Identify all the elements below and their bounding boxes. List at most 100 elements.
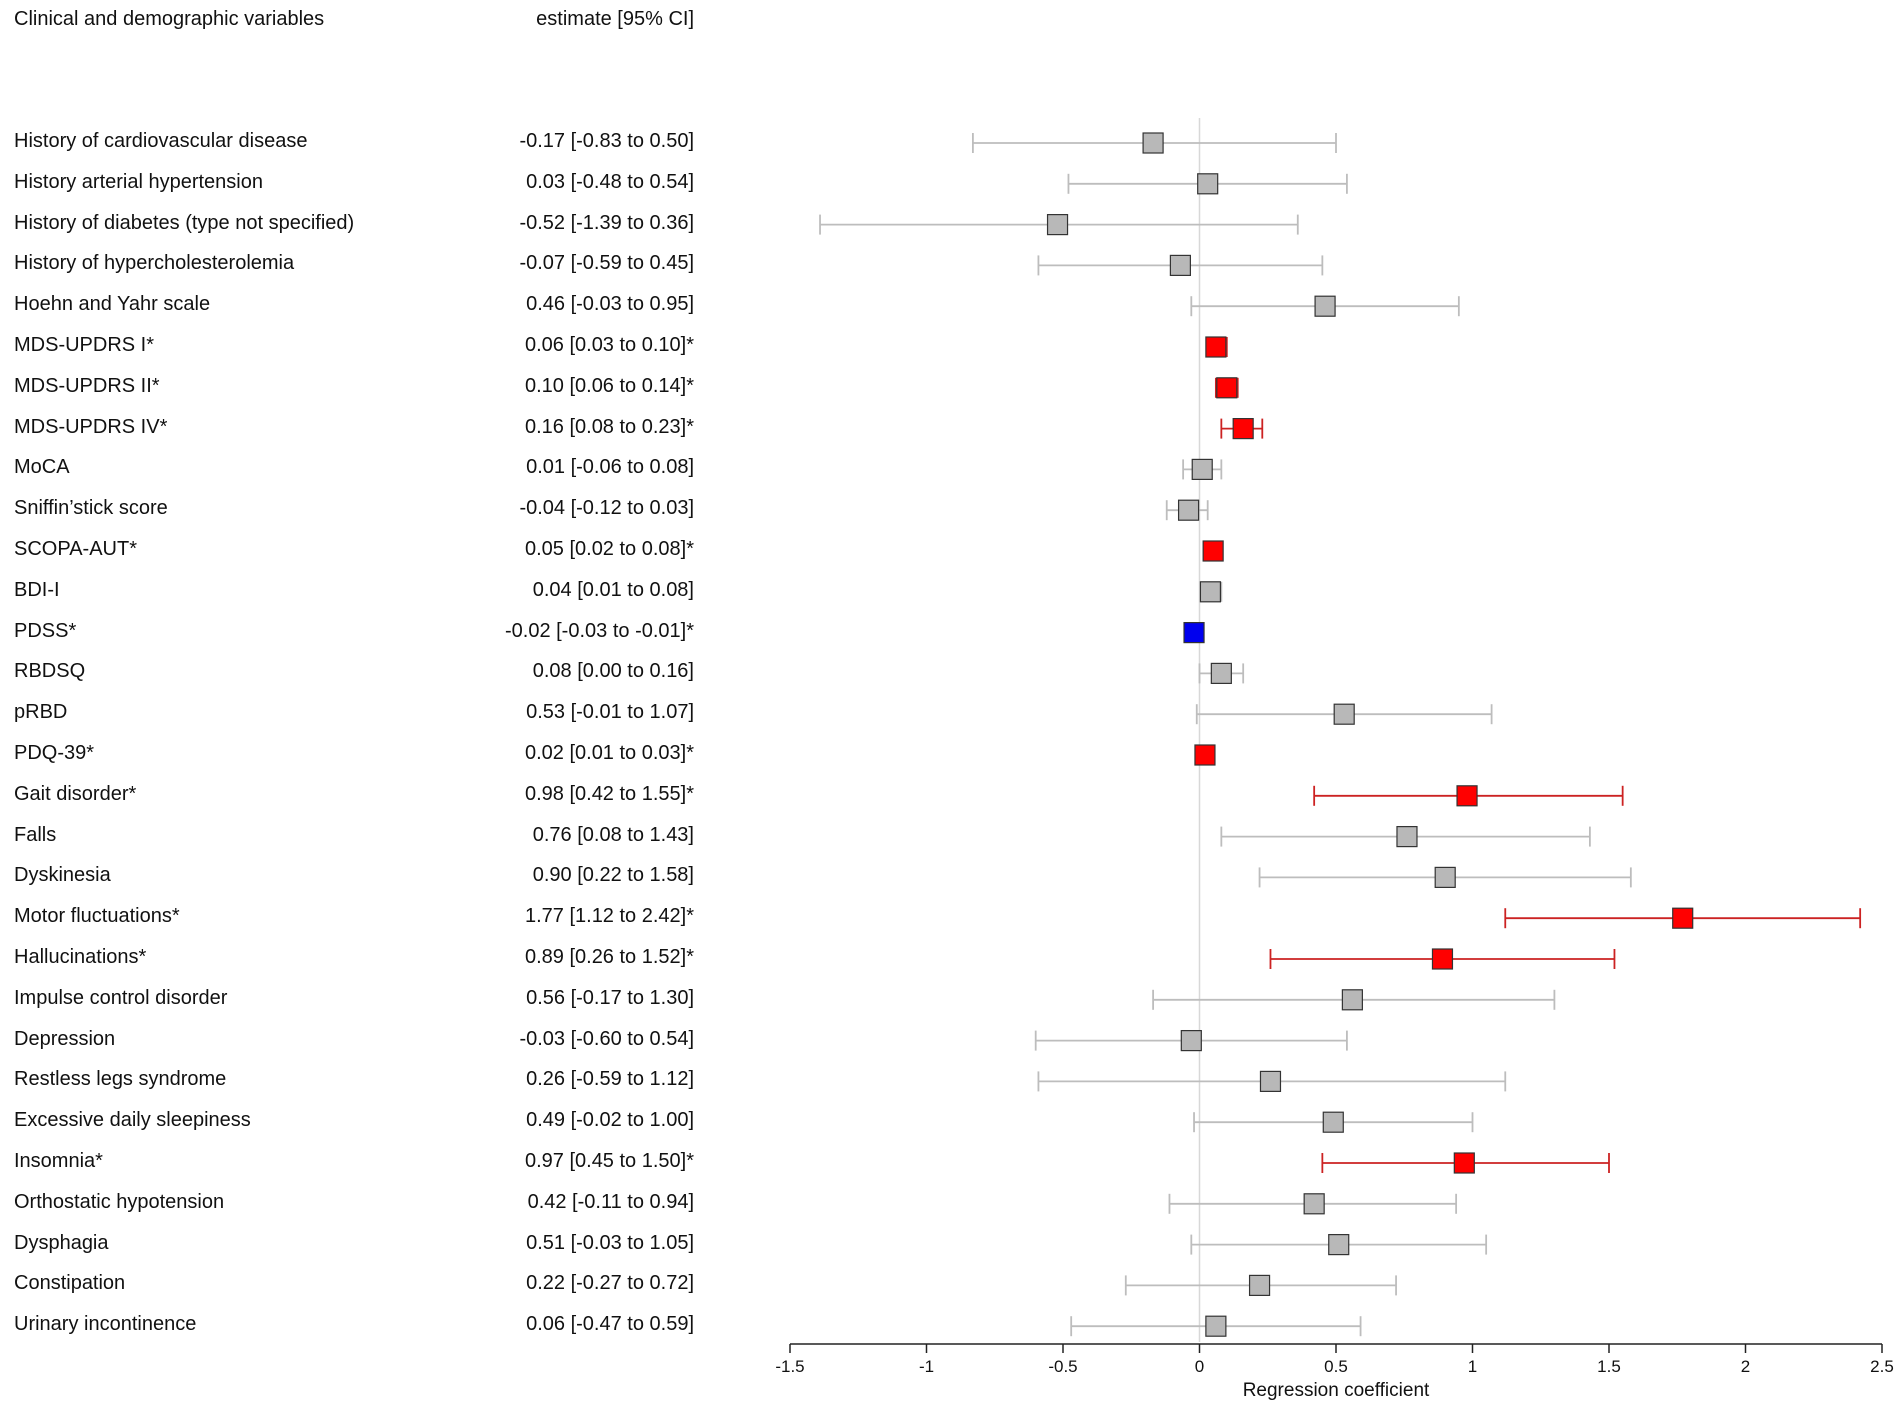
variable-label: Excessive daily sleepiness bbox=[14, 1109, 251, 1132]
variable-label: Constipation bbox=[14, 1272, 126, 1295]
variable-label: BDI-I bbox=[14, 578, 60, 601]
point-estimate-marker bbox=[1322, 1111, 1344, 1133]
estimate-ci-text: 0.01 [-0.06 to 0.08] bbox=[526, 456, 694, 479]
table-row: Dysphagia 0.51 [-0.03 to 1.05] bbox=[0, 1232, 700, 1258]
variable-label: Restless legs syndrome bbox=[14, 1068, 227, 1091]
table-row: Falls 0.76 [0.08 to 1.43] bbox=[0, 824, 700, 850]
variable-label: MDS-UPDRS II* bbox=[14, 374, 160, 397]
variable-label: History of cardiovascular disease bbox=[14, 130, 308, 152]
variable-label: Motor fluctuations* bbox=[14, 905, 180, 928]
table-row: Hallucinations* 0.89 [0.26 to 1.52]* bbox=[0, 946, 700, 972]
variable-label: Insomnia* bbox=[14, 1150, 103, 1172]
x-tick-label: 2.5 bbox=[1870, 1357, 1894, 1376]
point-estimate-marker bbox=[1197, 173, 1219, 195]
variable-label: History of hypercholesterolemia bbox=[14, 252, 295, 275]
variable-label: MDS-UPDRS IV* bbox=[14, 415, 168, 438]
x-tick-label: 1.5 bbox=[1597, 1357, 1621, 1376]
point-estimate-marker bbox=[1205, 1315, 1227, 1337]
point-estimate-marker bbox=[1177, 499, 1200, 521]
table-row: Restless legs syndrome 0.26 [-0.59 to 1.1… bbox=[0, 1068, 700, 1094]
point-estimate-marker bbox=[1672, 907, 1694, 929]
estimate-ci-text: 0.03 [-0.48 to 0.54] bbox=[526, 170, 694, 193]
variable-label: Dyskinesia bbox=[14, 864, 111, 887]
estimate-ci-text: 0.08 [0.00 to 0.16] bbox=[532, 660, 694, 683]
point-estimate-marker bbox=[1431, 948, 1454, 970]
table-row: Insomnia* 0.97 [0.45 to 1.50]* bbox=[0, 1150, 700, 1176]
estimate-ci-text: 0.98 [0.42 to 1.55]* bbox=[524, 782, 694, 805]
point-estimate-marker bbox=[1194, 744, 1216, 766]
table-row: History of hypercholesterolemia -0.07 [-0… bbox=[0, 252, 700, 278]
table-row: Sniffin’stick score -0.04 [-0.12 to 0.03] bbox=[0, 497, 700, 523]
estimate-ci-text: 0.49 [-0.02 to 1.00] bbox=[526, 1109, 694, 1132]
estimate-ci-text: 0.56 [-0.17 to 1.30] bbox=[526, 986, 694, 1009]
table-row: MDS-UPDRS IV* 0.16 [0.08 to 0.23]* bbox=[0, 416, 700, 442]
variable-label: History of diabetes (type not specified) bbox=[14, 211, 355, 234]
variable-label: Hallucinations* bbox=[14, 946, 147, 968]
x-axis-label: Regression coefficient bbox=[1243, 1380, 1430, 1401]
point-estimate-marker bbox=[1183, 621, 1205, 644]
table-row: Excessive daily sleepiness 0.49 [-0.02 to… bbox=[0, 1109, 700, 1135]
estimate-ci-text: 0.42 [-0.11 to 0.94] bbox=[527, 1190, 694, 1213]
estimate-ci-text: -0.02 [-0.03 to -0.01]* bbox=[504, 619, 694, 642]
point-estimate-marker bbox=[1341, 989, 1363, 1011]
variable-label: History arterial hypertension bbox=[14, 170, 263, 193]
variable-label: MDS-UPDRS I* bbox=[14, 334, 155, 356]
table-row: Depression -0.03 [-0.60 to 0.54] bbox=[0, 1028, 700, 1054]
table-row: BDI-I 0.04 [0.01 to 0.08] bbox=[0, 579, 700, 605]
variable-label: PDQ-39* bbox=[14, 742, 95, 764]
point-estimate-marker bbox=[1205, 336, 1227, 358]
point-estimate-marker bbox=[1328, 1233, 1350, 1256]
x-tick-label: -1 bbox=[919, 1357, 934, 1376]
point-estimate-marker bbox=[1456, 785, 1478, 807]
table-row: History of diabetes (type not specified)… bbox=[0, 212, 700, 238]
point-estimate-marker bbox=[1259, 1070, 1282, 1093]
table-row: MDS-UPDRS II* 0.10 [0.06 to 0.14]* bbox=[0, 375, 700, 401]
variable-label: Impulse control disorder bbox=[14, 986, 228, 1009]
variable-label: Urinary incontinence bbox=[14, 1313, 197, 1336]
estimate-ci-text: 0.05 [0.02 to 0.08]* bbox=[524, 538, 694, 560]
x-tick-label: 0 bbox=[1195, 1357, 1204, 1376]
table-row: History of cardiovascular disease -0.17 [… bbox=[0, 130, 700, 156]
table-row: pRBD 0.53 [-0.01 to 1.07] bbox=[0, 701, 700, 727]
variables-column-header: Clinical and demographic variables bbox=[14, 8, 325, 30]
variable-label: Sniffin’stick score bbox=[14, 497, 168, 520]
point-estimate-marker bbox=[1333, 703, 1355, 725]
point-estimate-marker bbox=[1453, 1152, 1475, 1174]
point-estimate-marker bbox=[1232, 418, 1254, 440]
estimate-ci-text: 0.16 [0.08 to 0.23]* bbox=[524, 415, 694, 438]
estimate-ci-text: -0.03 [-0.60 to 0.54] bbox=[519, 1027, 694, 1050]
point-estimate-marker bbox=[1169, 254, 1191, 276]
variable-label: pRBD bbox=[14, 701, 68, 724]
point-estimate-marker bbox=[1303, 1193, 1325, 1215]
point-estimate-marker bbox=[1180, 1029, 1202, 1052]
table-row: MDS-UPDRS I* 0.06 [0.03 to 0.10]* bbox=[0, 334, 700, 360]
x-tick-label: 1 bbox=[1468, 1357, 1477, 1376]
point-estimate-marker bbox=[1210, 662, 1232, 685]
variable-label: SCOPA-AUT* bbox=[14, 538, 137, 560]
estimate-ci-text: -0.17 [-0.83 to 0.50] bbox=[519, 130, 694, 152]
row-labels-table: History of cardiovascular disease -0.17 [… bbox=[0, 0, 700, 1424]
point-estimate-marker bbox=[1248, 1274, 1271, 1297]
estimate-ci-text: -0.52 [-1.39 to 0.36] bbox=[519, 211, 694, 234]
point-estimate-marker bbox=[1202, 540, 1224, 562]
point-estimate-marker bbox=[1046, 214, 1069, 236]
table-row: PDSS* -0.02 [-0.03 to -0.01]* bbox=[0, 620, 700, 646]
variable-label: Falls bbox=[14, 823, 57, 846]
variable-label: MoCA bbox=[14, 456, 70, 479]
table-row: Orthostatic hypotension 0.42 [-0.11 to 0.… bbox=[0, 1191, 700, 1217]
variable-label: Orthostatic hypotension bbox=[14, 1190, 225, 1213]
estimate-ci-text: 0.76 [0.08 to 1.43] bbox=[532, 823, 694, 846]
x-tick-label: 0.5 bbox=[1324, 1357, 1348, 1376]
point-estimate-marker bbox=[1199, 581, 1222, 603]
table-row: RBDSQ 0.08 [0.00 to 0.16] bbox=[0, 660, 700, 686]
estimate-ci-text: 0.22 [-0.27 to 0.72] bbox=[526, 1272, 694, 1295]
estimate-ci-text: -0.07 [-0.59 to 0.45] bbox=[519, 252, 694, 275]
estimate-ci-text: 0.90 [0.22 to 1.58] bbox=[532, 864, 694, 887]
estimate-ci-text: 1.77 [1.12 to 2.42]* bbox=[524, 905, 694, 928]
estimate-ci-text: 0.89 [0.26 to 1.52]* bbox=[524, 946, 694, 968]
estimate-ci-text: 0.06 [-0.47 to 0.59] bbox=[526, 1313, 694, 1336]
x-tick-label: -0.5 bbox=[1048, 1357, 1077, 1376]
table-row: MoCA 0.01 [-0.06 to 0.08] bbox=[0, 456, 700, 482]
variable-label: Dysphagia bbox=[14, 1231, 109, 1254]
